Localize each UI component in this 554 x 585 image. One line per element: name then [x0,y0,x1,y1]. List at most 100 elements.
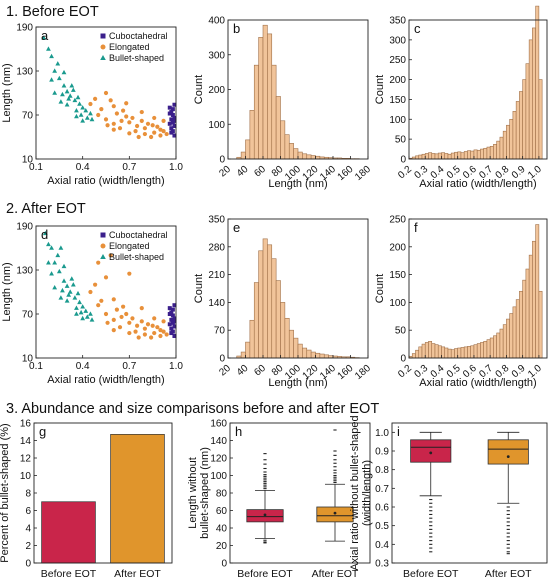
y-axis-label: Axial ratio without bullet-shaped(width/… [349,415,373,570]
data-point [111,121,116,126]
y-tick-label: 400 [208,16,225,27]
data-point [170,113,175,117]
y-tick-label: 0.5 [375,521,389,532]
data-point [46,241,51,247]
data-point [88,289,93,295]
histogram-bar [538,290,543,359]
data-point [74,113,79,119]
data-point [78,309,84,315]
data-point [142,131,147,137]
histogram-bar [262,24,268,160]
histogram-bar [506,124,510,160]
histogram-bar [431,153,436,160]
data-point [96,112,101,118]
y-tick-label: 0 [25,559,31,570]
histogram-bar [421,153,426,160]
data-point [169,117,174,122]
histogram-bar [447,153,452,160]
y-tick-label: 130 [16,67,33,78]
histogram-bar [310,155,316,160]
y-tick-label: 40 [216,524,228,535]
histogram-bar [258,250,264,359]
histogram-bar [434,153,439,160]
data-point [158,133,163,138]
data-point [142,332,147,337]
data-point [155,124,160,129]
data-point [127,120,132,125]
boxplot-panel-i: Before EOT After EOT 0.3 0.4 0.5 0.6 0.7 0.8 0.9… [349,415,548,580]
plot-frame-f [408,218,548,359]
x-tick-label: 60 [252,363,268,379]
bar [41,501,96,564]
histogram-bar [253,282,259,359]
data-point [56,75,62,81]
data-point [172,324,177,329]
histogram-bar [467,346,471,359]
data-point [119,314,124,320]
y-tick-label: 150 [389,270,406,281]
y-tick-label: 200 [208,85,225,96]
plot-frame-d [35,225,177,359]
data-point [89,116,95,122]
histogram-bar [522,279,527,359]
data-point [69,276,75,281]
y-tick-label: 350 [389,16,406,27]
y-tick-label: 70 [214,326,226,337]
y-tick-label: 0.9 [375,447,389,458]
legend-marker [100,254,106,259]
data-point [64,298,70,303]
histogram-bar [502,130,507,160]
histogram-bar [288,329,294,359]
legend-marker [100,243,106,249]
legend-label: Elongated [109,241,150,251]
boxplot-panel-h: Before EOT After EOT 0 20 40 60 80 100 120 140 160… [187,419,371,580]
data-point [172,319,177,324]
data-point [80,105,86,110]
histogram-bar [476,149,481,160]
data-point [121,108,126,113]
mean-marker [333,511,337,515]
legend-label: Bullet-shaped [109,252,164,262]
x-axis-label: Length (nm) [268,178,327,190]
y-tick-label: 100 [210,471,227,482]
histogram-bar [483,341,488,359]
histogram-bar [496,140,501,160]
category-label: After EOT [485,568,532,580]
histogram-bar [284,317,290,359]
x-tick-label: 160 [336,164,356,183]
panel-letter-a: a [41,28,49,43]
data-point [66,292,72,297]
data-point [139,306,144,311]
data-point [167,306,172,311]
y-tick-label: 16 [20,419,32,430]
category-label: After EOT [114,568,161,580]
data-point [78,112,84,117]
plot-frame-e [227,218,369,359]
data-point [103,117,109,122]
data-point [172,133,177,138]
data-point [114,111,119,116]
data-point [136,335,141,340]
data-point [127,131,132,136]
y-tick-label: 0.6 [375,503,389,514]
data-point [49,77,54,82]
data-point [169,326,174,331]
x-tick-label: 0.4 [76,162,90,173]
y-tick-label: 6 [25,506,31,517]
data-point [152,130,157,135]
y-tick-label: 70 [22,111,34,122]
y-tick-label: 210 [208,270,225,281]
data-point [52,68,58,73]
data-point [158,328,163,333]
histogram-bar [441,346,446,359]
y-axis-label: Count [374,75,386,104]
plot-frame-a [35,26,177,160]
histogram-bar [258,37,264,160]
data-point [127,320,132,325]
histogram-bar [428,152,433,160]
data-point [169,110,174,115]
data-point [61,69,67,75]
histogram-bar [525,63,530,160]
data-point [164,131,169,137]
